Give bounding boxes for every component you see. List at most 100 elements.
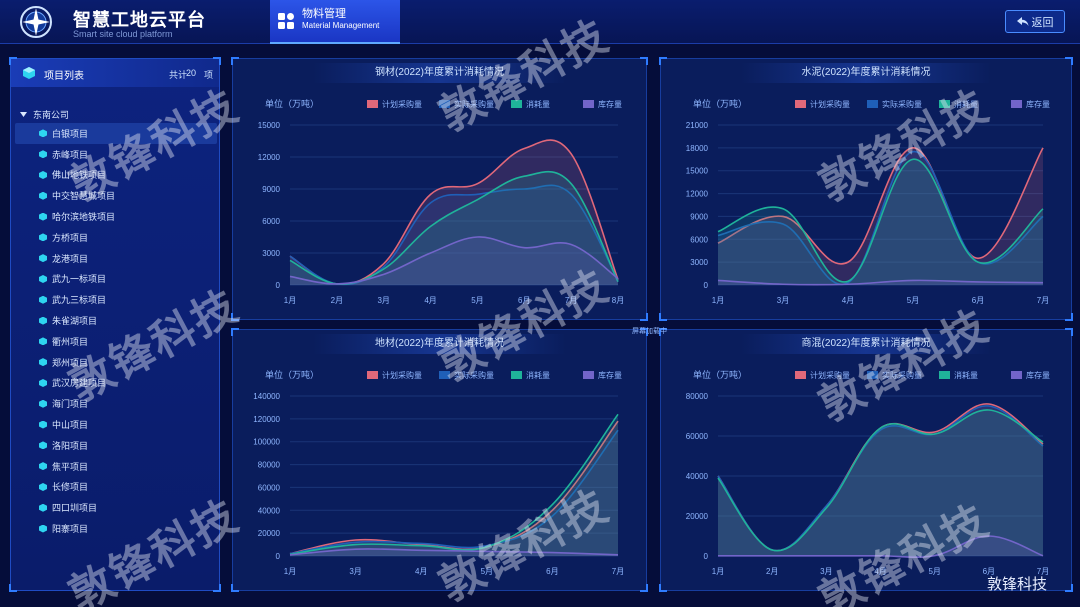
project-list-item[interactable]: 海门项目 bbox=[15, 393, 217, 414]
legend-swatch bbox=[939, 371, 950, 379]
series-area bbox=[718, 159, 1043, 285]
hexagon-icon bbox=[39, 254, 47, 263]
x-tick-label: 7月 bbox=[565, 296, 577, 305]
y-tick-label: 100000 bbox=[253, 438, 280, 447]
tab-material-management[interactable]: 物料管理 Material Management bbox=[270, 0, 400, 44]
project-list-item-label: 方桥项目 bbox=[52, 232, 89, 243]
hexagon-icon bbox=[39, 462, 47, 471]
project-list-item[interactable]: 阳寨项目 bbox=[15, 518, 217, 539]
legend-label: 实际采购量 bbox=[454, 370, 494, 380]
legend-label: 计划采购量 bbox=[382, 370, 422, 380]
x-tick-label: 4月 bbox=[415, 567, 427, 576]
y-unit-label: 单位（万吨） bbox=[693, 98, 747, 109]
legend-swatch bbox=[583, 100, 594, 108]
y-tick-label: 80000 bbox=[258, 461, 281, 470]
series-area bbox=[290, 171, 618, 285]
y-unit-label: 单位（万吨） bbox=[265, 98, 319, 109]
hexagon-icon bbox=[39, 358, 47, 367]
chart-panel-cement: 水泥(2022)年度累计消耗情况 单位（万吨） 计划采购量 实际采购量 消耗量 库存量 0… bbox=[659, 57, 1073, 321]
project-list-item-label: 洛阳项目 bbox=[52, 440, 89, 451]
y-tick-label: 60000 bbox=[686, 432, 709, 441]
project-list-item[interactable]: 龙港项目 bbox=[15, 248, 217, 269]
x-tick-label: 5月 bbox=[928, 567, 940, 576]
y-tick-label: 12000 bbox=[686, 190, 709, 199]
project-list-item-label: 武九一标项目 bbox=[52, 274, 107, 285]
hexagon-icon bbox=[39, 378, 47, 387]
chart-title: 商混(2022)年度累计消耗情况 bbox=[741, 334, 991, 354]
hexagon-icon bbox=[39, 503, 47, 512]
x-tick-label: 1月 bbox=[284, 567, 296, 576]
project-list-item[interactable]: 洛阳项目 bbox=[15, 435, 217, 456]
project-list-item[interactable]: 焦平项目 bbox=[15, 456, 217, 477]
legend-label: 实际采购量 bbox=[882, 370, 922, 380]
x-tick-label: 3月 bbox=[349, 567, 361, 576]
project-list-item[interactable]: 白银项目 bbox=[15, 123, 217, 144]
platform-logo-icon bbox=[20, 6, 52, 38]
y-tick-label: 0 bbox=[276, 281, 281, 290]
y-tick-label: 80000 bbox=[686, 392, 709, 401]
project-list-item-label: 龙港项目 bbox=[52, 253, 89, 264]
x-tick-label: 5月 bbox=[471, 296, 483, 305]
project-list-item[interactable]: 武汉房建项目 bbox=[15, 373, 217, 394]
project-list-item[interactable]: 赤峰项目 bbox=[15, 144, 217, 165]
project-list-title: 项目列表 bbox=[44, 71, 84, 82]
project-list-item[interactable]: 朱雀湖项目 bbox=[15, 310, 217, 331]
project-list-item-label: 海门项目 bbox=[52, 399, 89, 410]
project-list-item-label: 四口圳项目 bbox=[52, 503, 98, 514]
x-tick-label: 5月 bbox=[481, 567, 493, 576]
hexagon-icon bbox=[39, 274, 47, 283]
app-header: 智慧工地云平台 Smart site cloud platform 物料管理 M… bbox=[0, 0, 1080, 44]
legend-label: 消耗量 bbox=[954, 370, 978, 380]
app-title: 智慧工地云平台 bbox=[73, 10, 206, 30]
tree-root-node[interactable]: 东南公司 bbox=[20, 108, 69, 121]
series-line bbox=[717, 409, 1044, 552]
project-list-item[interactable]: 长修项目 bbox=[15, 477, 217, 498]
legend-label: 实际采购量 bbox=[454, 99, 494, 109]
x-tick-label: 4月 bbox=[424, 296, 436, 305]
chart-panel-concrete: 商混(2022)年度累计消耗情况 单位（万吨） 计划采购量 实际采购量 消耗量 库存量 0… bbox=[659, 328, 1073, 592]
project-list-item[interactable]: 四口圳项目 bbox=[15, 497, 217, 518]
legend-swatch bbox=[939, 100, 950, 108]
y-tick-label: 15000 bbox=[258, 121, 281, 130]
series-area bbox=[718, 405, 1043, 556]
y-tick-label: 0 bbox=[704, 552, 709, 561]
series-line bbox=[717, 158, 1044, 283]
legend-swatch bbox=[439, 371, 450, 379]
hexagon-icon bbox=[39, 191, 47, 200]
project-list-item[interactable]: 方桥项目 bbox=[15, 227, 217, 248]
hexagon-icon bbox=[39, 170, 47, 179]
hexagon-icon bbox=[39, 441, 47, 450]
legend-swatch bbox=[367, 100, 378, 108]
y-tick-label: 18000 bbox=[686, 144, 709, 153]
y-tick-label: 40000 bbox=[686, 472, 709, 481]
series-line bbox=[289, 429, 619, 555]
chart-title: 地材(2022)年度累计消耗情况 bbox=[313, 334, 566, 354]
project-list-item-label: 朱雀湖项目 bbox=[52, 316, 98, 327]
back-arrow-icon bbox=[1016, 16, 1028, 26]
project-list-item-label: 中交智慧城项目 bbox=[52, 191, 116, 202]
caret-down-icon bbox=[20, 112, 27, 117]
y-tick-label: 0 bbox=[704, 281, 709, 290]
series-area bbox=[718, 535, 1043, 558]
project-list-item[interactable]: 佛山地铁项目 bbox=[15, 165, 217, 186]
grid-icon bbox=[278, 13, 294, 29]
x-tick-label: 1月 bbox=[712, 567, 724, 576]
x-tick-label: 3月 bbox=[820, 567, 832, 576]
project-list-item[interactable]: 武九三标项目 bbox=[15, 289, 217, 310]
project-list-item[interactable]: 衢州项目 bbox=[15, 331, 217, 352]
project-list-item-label: 衢州项目 bbox=[52, 336, 89, 347]
y-tick-label: 60000 bbox=[258, 483, 281, 492]
project-list-item[interactable]: 哈尔滨地铁项目 bbox=[15, 206, 217, 227]
project-list-item[interactable]: 中交智慧城项目 bbox=[15, 185, 217, 206]
y-tick-label: 3000 bbox=[262, 249, 280, 258]
project-list-item[interactable]: 中山项目 bbox=[15, 414, 217, 435]
project-list-item[interactable]: 武九一标项目 bbox=[15, 269, 217, 290]
x-tick-label: 7月 bbox=[612, 567, 624, 576]
back-button[interactable]: 返回 bbox=[1005, 10, 1065, 33]
project-list-item-label: 阳寨项目 bbox=[52, 524, 89, 535]
y-tick-label: 15000 bbox=[686, 167, 709, 176]
legend-label: 实际采购量 bbox=[882, 99, 922, 109]
y-unit-label: 单位（万吨） bbox=[265, 369, 319, 380]
project-list-item[interactable]: 郑州项目 bbox=[15, 352, 217, 373]
series-line bbox=[289, 236, 619, 285]
